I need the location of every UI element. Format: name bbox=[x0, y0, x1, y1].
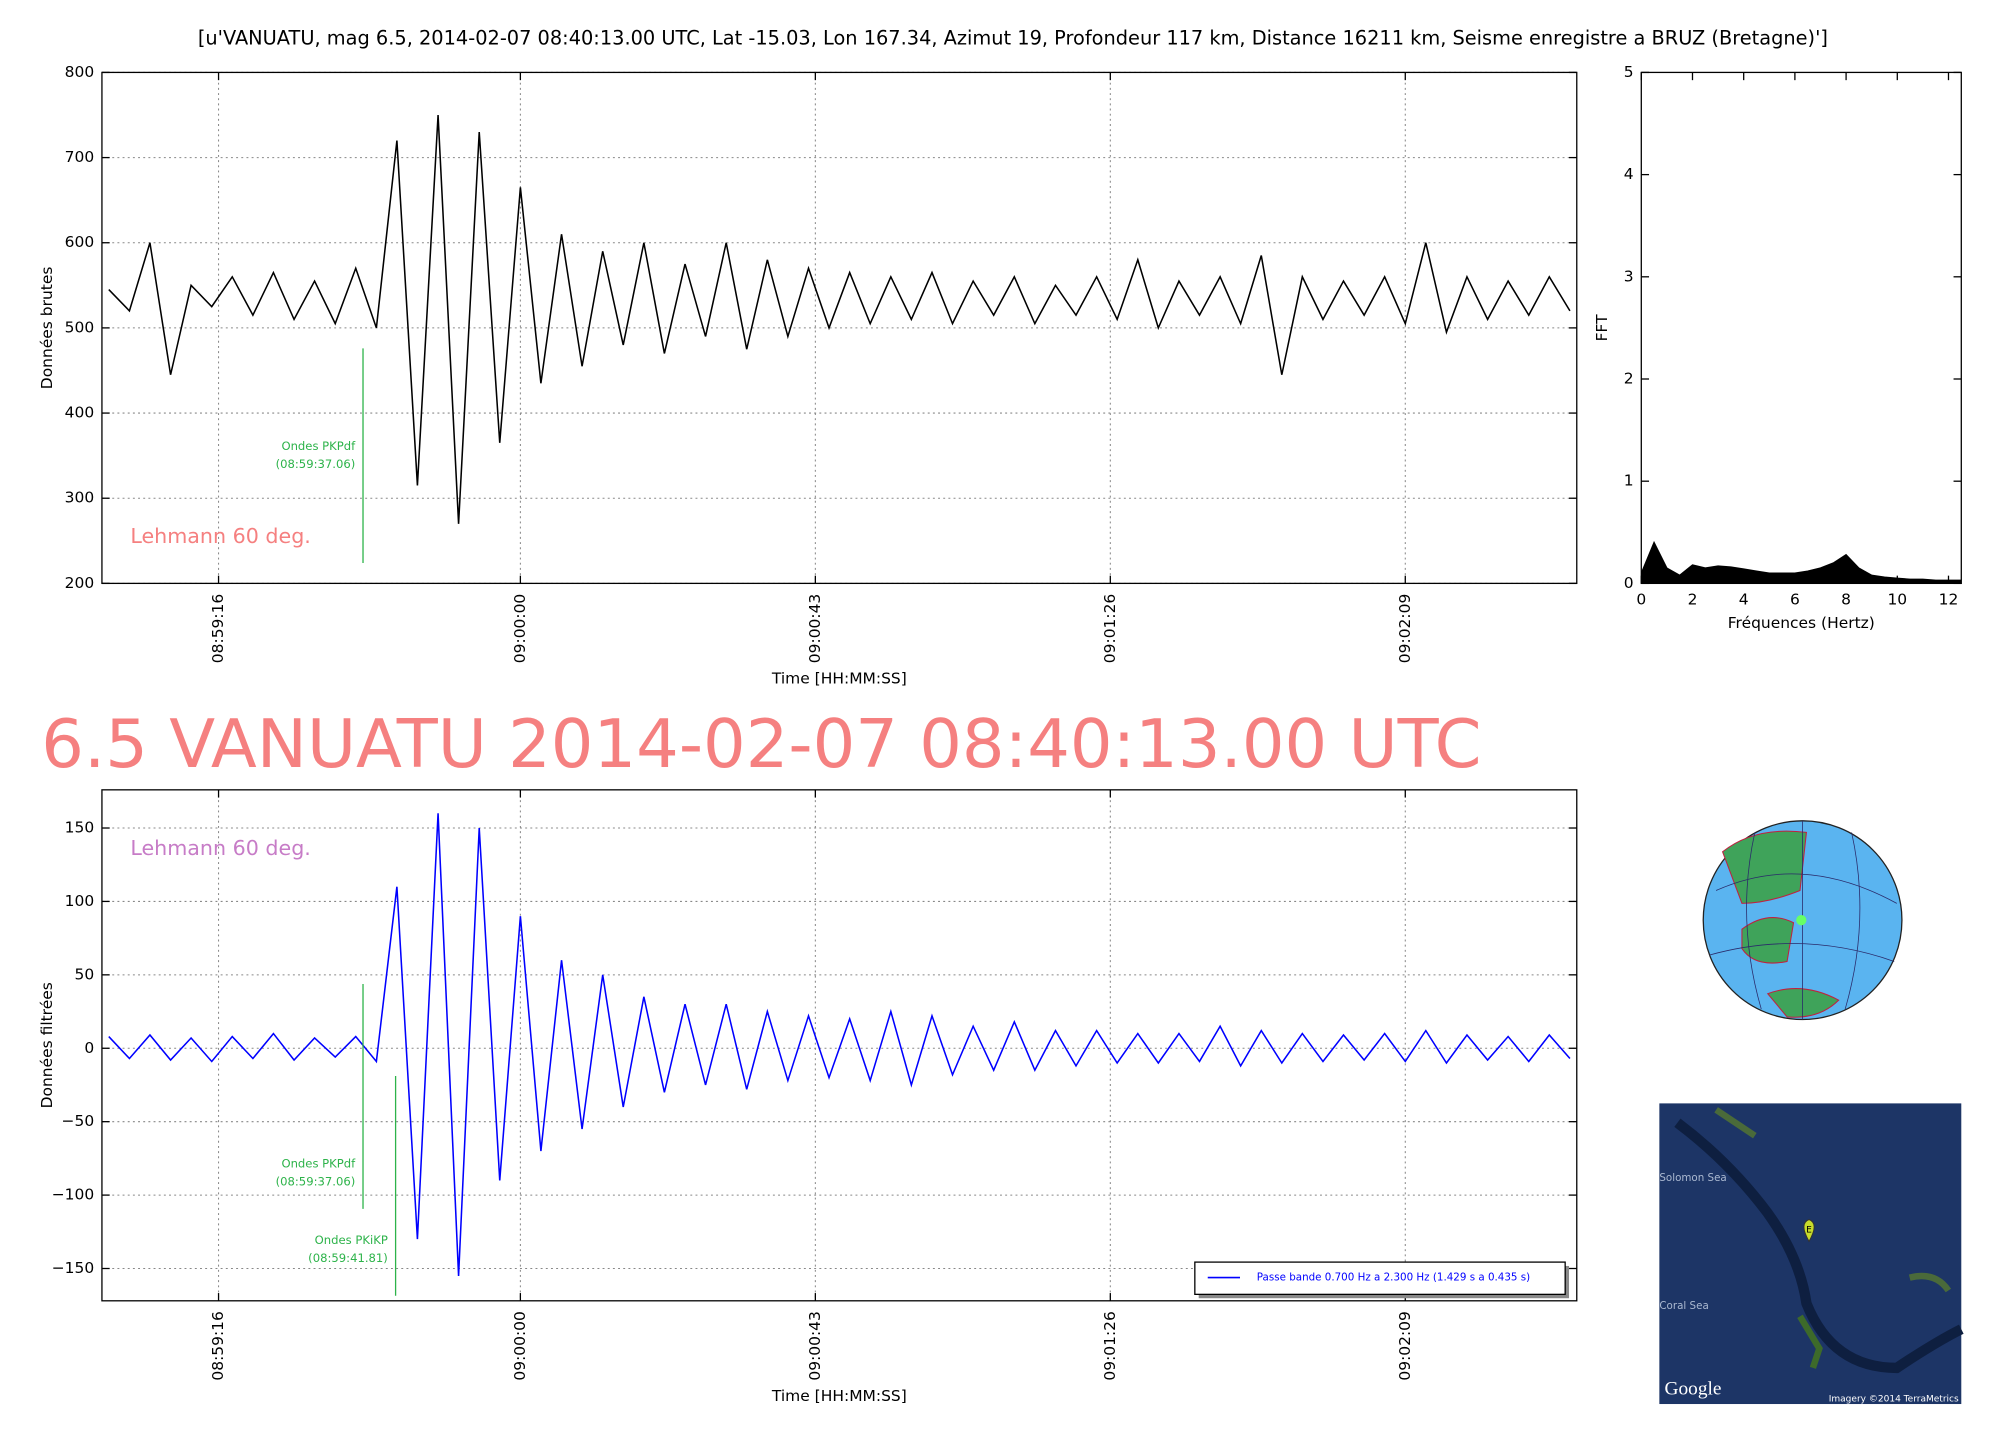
x-tick-label: 09:00:43 bbox=[806, 1311, 824, 1380]
annotation-text: Ondes PKPdf bbox=[281, 1157, 356, 1171]
note: Lehmann 60 deg. bbox=[130, 836, 311, 860]
annotation-time: (08:59:37.06) bbox=[276, 457, 356, 471]
chart: −150 −100 −50 0 50 100 150 08:59:16 09:00:00 09:0… bbox=[38, 789, 1578, 1405]
annotation-time: (08:59:37.06) bbox=[276, 1175, 356, 1189]
map-marker: E bbox=[1806, 1225, 1812, 1235]
x-tick-label: 08:59:16 bbox=[209, 1311, 227, 1380]
y-tick-label: 200 bbox=[65, 574, 95, 592]
plot-frame bbox=[101, 71, 1578, 585]
x-axis-label: Time [HH:MM:SS] bbox=[771, 1387, 907, 1405]
plot-frame bbox=[101, 789, 1578, 1302]
y-axis-label: Données brutes bbox=[38, 267, 56, 390]
y-tick-label: 3 bbox=[1624, 267, 1634, 285]
y-tick-label: 700 bbox=[65, 148, 95, 166]
heading: 6.5 VANUATU 2014-02-07 08:40:13.00 UTC bbox=[41, 705, 1481, 783]
y-tick-label: −50 bbox=[62, 1112, 95, 1130]
y-tick-label: −150 bbox=[52, 1259, 95, 1277]
chart: [u'VANUATU, mag 6.5, 2014-02-07 08:40:13… bbox=[38, 26, 1828, 687]
x-tick-label: 0 bbox=[1636, 591, 1646, 609]
x-tick-label: 09:00:00 bbox=[511, 594, 529, 663]
map-credit: Imagery ©2014 TerraMetrics bbox=[1829, 1394, 1959, 1404]
y-axis-label: Données filtrées bbox=[38, 982, 56, 1108]
x-tick-label: 09:02:09 bbox=[1396, 594, 1414, 663]
y-tick-label: 5 bbox=[1624, 63, 1634, 81]
annotation-time: (08:59:41.81) bbox=[308, 1251, 388, 1265]
area bbox=[1641, 540, 1962, 584]
legend-label: Passe bande 0.700 Hz a 2.300 Hz (1.429 s… bbox=[1257, 1272, 1530, 1284]
chart-title: [u'VANUATU, mag 6.5, 2014-02-07 08:40:13… bbox=[198, 26, 1828, 49]
y-tick-label: −100 bbox=[52, 1186, 95, 1204]
plot-frame bbox=[1640, 71, 1962, 585]
y-tick-label: 600 bbox=[65, 233, 95, 251]
y-axis-label: FFT bbox=[1593, 314, 1611, 342]
y-tick-label: 800 bbox=[65, 63, 95, 81]
y-tick-label: 100 bbox=[65, 892, 95, 910]
trace bbox=[108, 114, 1571, 524]
y-tick-label: 0 bbox=[1624, 574, 1634, 592]
x-tick-label: 09:00:00 bbox=[511, 1311, 529, 1380]
x-tick-label: 09:01:26 bbox=[1101, 1311, 1119, 1380]
x-axis-label: Fréquences (Hertz) bbox=[1728, 614, 1875, 632]
map-logo: Google bbox=[1665, 1378, 1722, 1399]
y-tick-label: 500 bbox=[65, 318, 95, 336]
x-tick-label: 4 bbox=[1739, 591, 1749, 609]
x-tick-label: 2 bbox=[1688, 591, 1698, 609]
y-tick-label: 1 bbox=[1624, 472, 1634, 490]
y-tick-label: 4 bbox=[1624, 165, 1634, 183]
y-tick-label: 50 bbox=[75, 965, 95, 983]
annotation-text: Ondes PKPdf bbox=[281, 439, 356, 453]
trace bbox=[108, 813, 1571, 1276]
x-tick-label: 09:01:26 bbox=[1101, 594, 1119, 663]
x-tick-label: 6 bbox=[1790, 591, 1800, 609]
legend-box bbox=[1194, 1261, 1566, 1295]
map-label: Coral Sea bbox=[1659, 1300, 1708, 1312]
x-axis-label: Time [HH:MM:SS] bbox=[771, 669, 907, 687]
map: E Solomon Sea Coral Sea Google Imagery ©… bbox=[1659, 1103, 1964, 1404]
y-tick-label: 2 bbox=[1624, 370, 1634, 388]
x-tick-label: 09:00:43 bbox=[806, 594, 824, 663]
x-tick-label: 09:02:09 bbox=[1396, 1311, 1414, 1380]
y-tick-label: 400 bbox=[65, 404, 95, 422]
note: Lehmann 60 deg. bbox=[130, 524, 311, 548]
annotation-text: Ondes PKiKP bbox=[315, 1233, 388, 1247]
x-tick-label: 08:59:16 bbox=[209, 594, 227, 663]
y-tick-label: 300 bbox=[65, 489, 95, 507]
globe bbox=[1702, 820, 1903, 1021]
map-label: Solomon Sea bbox=[1659, 1172, 1726, 1184]
x-tick-label: 10 bbox=[1887, 591, 1907, 609]
y-tick-label: 150 bbox=[65, 819, 95, 837]
y-tick-label: 0 bbox=[84, 1039, 94, 1057]
x-tick-label: 8 bbox=[1841, 591, 1851, 609]
x-tick-label: 12 bbox=[1939, 591, 1959, 609]
